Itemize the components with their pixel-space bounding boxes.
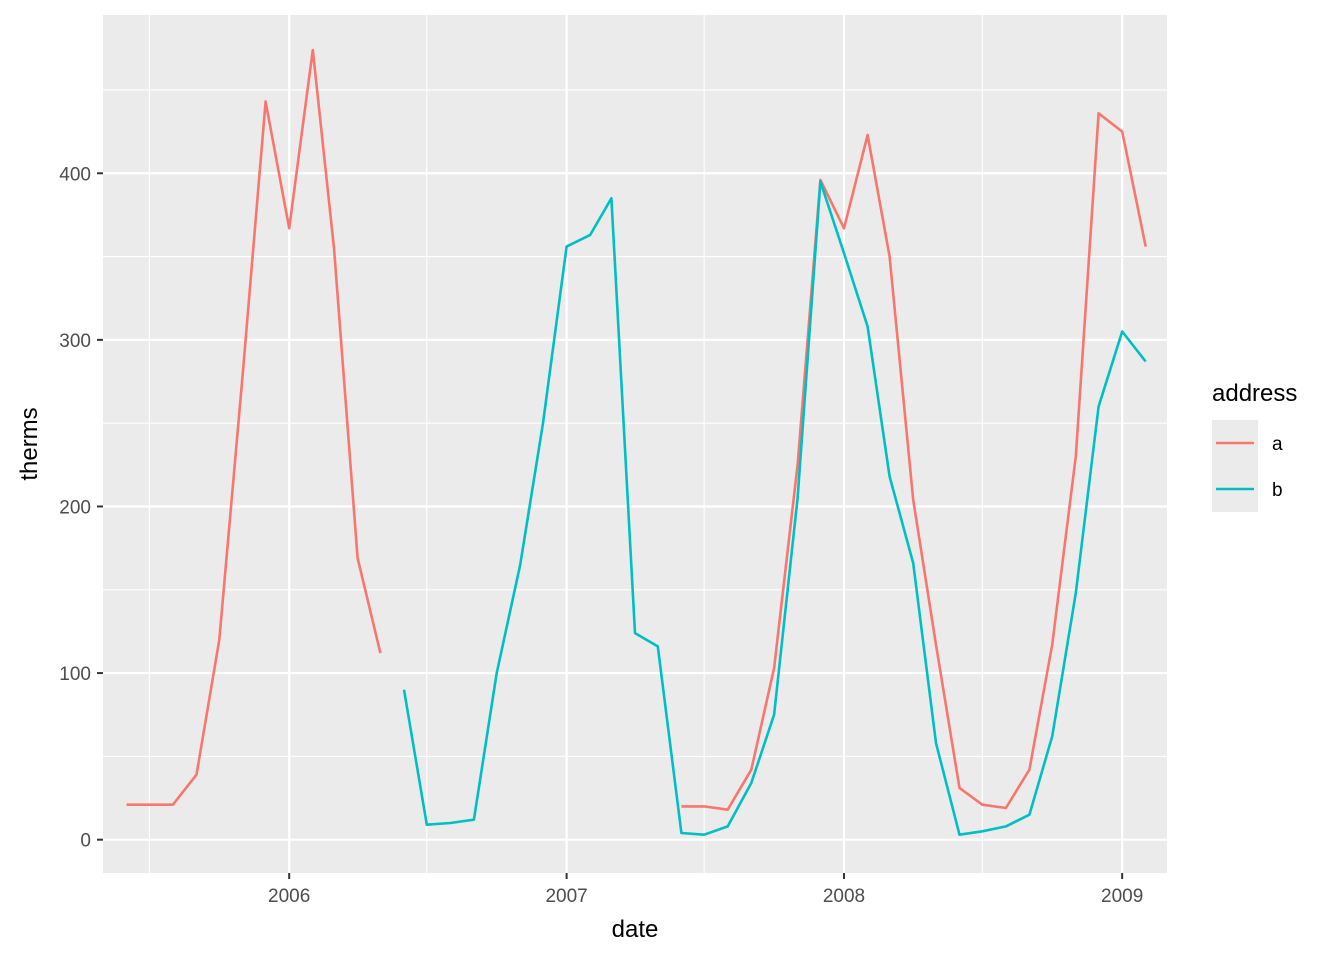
x-axis: 2006 2007 2008 2009 xyxy=(268,873,1143,907)
x-axis-title: date xyxy=(612,916,659,943)
y-tick-label-2: 200 xyxy=(59,497,91,518)
legend-label-a: a xyxy=(1272,434,1283,455)
series-b-line-0 xyxy=(402,180,1147,837)
legend: address ab xyxy=(1212,380,1297,512)
series-a-line-1 xyxy=(681,112,1147,812)
y-axis: 0 100 200 300 400 xyxy=(59,164,103,852)
y-tick-label-4: 400 xyxy=(59,164,91,185)
major-grid xyxy=(103,15,1167,873)
y-axis-title: therms xyxy=(16,407,43,480)
x-tick-label-2: 2008 xyxy=(823,886,865,907)
legend-label-b: b xyxy=(1272,480,1283,501)
x-tick-label-3: 2009 xyxy=(1101,886,1143,907)
series-a-line-0 xyxy=(126,48,382,807)
legend-keys: ab xyxy=(1212,420,1283,512)
legend-title: address xyxy=(1212,380,1297,407)
plot-panel xyxy=(103,15,1167,873)
x-tick-label-1: 2007 xyxy=(545,886,587,907)
y-tick-label-0: 0 xyxy=(80,831,91,852)
y-tick-label-1: 100 xyxy=(59,664,91,685)
series-lines xyxy=(126,48,1147,837)
minor-grid xyxy=(103,15,1167,873)
y-tick-label-3: 300 xyxy=(59,331,91,352)
x-tick-label-0: 2006 xyxy=(268,886,310,907)
